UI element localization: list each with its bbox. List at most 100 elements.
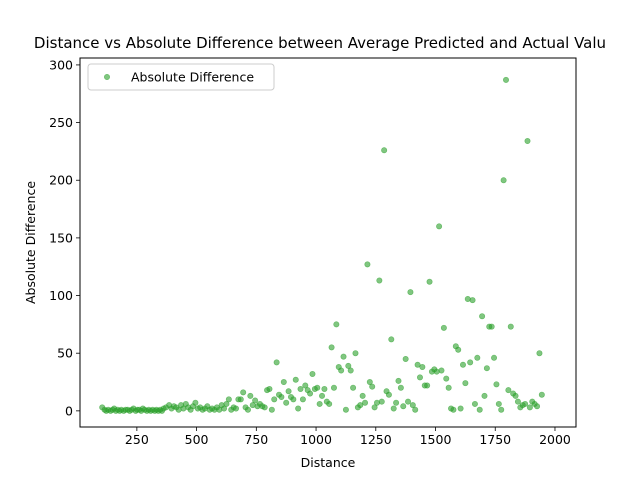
data-point	[476, 406, 483, 413]
data-point	[522, 400, 529, 407]
data-point	[192, 399, 199, 406]
y-tick-label: 50	[57, 346, 73, 361]
data-point	[457, 405, 464, 412]
data-point	[321, 385, 328, 392]
data-point	[538, 391, 545, 398]
data-point	[299, 396, 306, 403]
data-point	[385, 391, 392, 398]
data-point	[405, 398, 412, 405]
data-point	[483, 365, 490, 372]
data-point	[416, 374, 423, 381]
data-point	[524, 138, 531, 145]
x-tick-label: 1000	[300, 432, 332, 447]
data-point	[223, 400, 230, 407]
data-point	[280, 379, 287, 386]
data-point	[338, 367, 345, 374]
x-tick-label: 250	[125, 432, 149, 447]
data-point	[350, 384, 357, 391]
data-point	[397, 384, 404, 391]
x-tick-label: 1250	[360, 432, 392, 447]
data-point	[512, 392, 519, 399]
data-point	[283, 399, 290, 406]
data-point	[498, 406, 505, 413]
data-point	[285, 388, 292, 395]
y-tick-label: 250	[49, 115, 73, 130]
data-point	[438, 367, 445, 374]
data-point	[342, 406, 349, 413]
legend-box	[87, 63, 275, 91]
data-point	[268, 406, 275, 413]
data-point	[359, 392, 366, 399]
y-tick-label: 150	[49, 230, 73, 245]
data-point	[395, 377, 402, 384]
data-point	[412, 406, 419, 413]
data-point	[402, 355, 409, 362]
data-point	[459, 361, 466, 368]
data-point	[371, 404, 378, 411]
data-point	[326, 400, 333, 407]
data-point	[369, 383, 376, 390]
data-point	[507, 323, 514, 330]
data-point	[292, 376, 299, 383]
data-point	[362, 399, 369, 406]
data-point	[502, 76, 509, 83]
data-point	[479, 313, 486, 320]
data-point	[536, 350, 543, 357]
data-point	[424, 382, 431, 389]
data-point	[419, 364, 426, 371]
y-tick-label: 200	[49, 173, 73, 188]
data-point	[514, 398, 521, 405]
x-tick-label: 500	[185, 432, 209, 447]
data-point	[378, 398, 385, 405]
x-tick-label: 750	[244, 432, 268, 447]
data-point	[366, 379, 373, 386]
data-point	[376, 277, 383, 284]
data-point	[225, 396, 232, 403]
x-tick-label: 2000	[539, 432, 571, 447]
x-axis-ticks: 250 500 750 1000 1250 1500 1750 2000	[125, 427, 571, 447]
data-point	[357, 402, 364, 409]
data-point	[247, 392, 254, 399]
data-point	[381, 147, 388, 154]
data-point	[474, 354, 481, 361]
data-point	[240, 389, 247, 396]
data-point	[252, 397, 259, 404]
data-point	[400, 403, 407, 410]
data-point	[467, 359, 474, 366]
x-tick-label: 1500	[420, 432, 452, 447]
data-point	[244, 406, 251, 413]
data-point	[534, 403, 541, 410]
data-point	[471, 400, 478, 407]
data-point	[316, 400, 323, 407]
data-point	[295, 405, 302, 412]
data-point	[407, 289, 414, 296]
data-point	[307, 390, 314, 397]
plot-area	[80, 58, 576, 427]
data-point	[347, 367, 354, 374]
legend-marker	[104, 74, 111, 81]
data-point	[495, 400, 502, 407]
data-point	[481, 392, 488, 399]
data-point	[409, 402, 416, 409]
data-point	[388, 336, 395, 343]
data-point	[493, 381, 500, 388]
data-point	[314, 384, 321, 391]
scatter-points	[99, 76, 545, 414]
data-point	[436, 223, 443, 230]
data-point	[261, 404, 268, 411]
data-point	[364, 261, 371, 268]
data-point	[526, 404, 533, 411]
data-point	[330, 384, 337, 391]
data-point	[426, 278, 433, 285]
data-point	[319, 392, 326, 399]
data-point	[469, 297, 476, 304]
legend-label: Absolute Difference	[131, 70, 254, 85]
data-point	[488, 323, 495, 330]
data-point	[302, 382, 309, 389]
data-point	[443, 375, 450, 382]
chart-title: Distance vs Absolute Difference between …	[34, 34, 606, 52]
data-point	[221, 405, 228, 412]
legend: Absolute Difference	[87, 63, 275, 91]
data-point	[297, 385, 304, 392]
data-point	[237, 396, 244, 403]
